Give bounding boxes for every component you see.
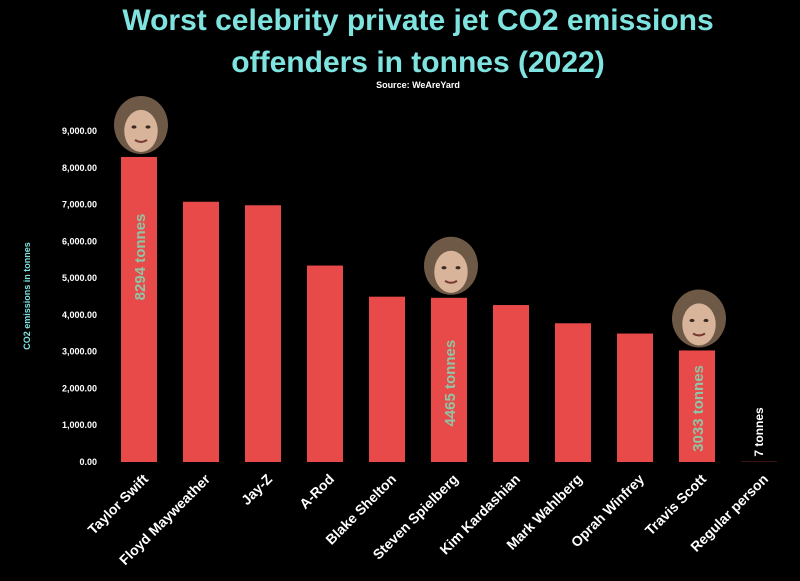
- y-tick-label: 2,000.00: [62, 383, 97, 393]
- chart-subtitle: Source: WeAreYard: [376, 80, 460, 90]
- data-label: 3033 tonnes: [690, 365, 707, 452]
- bar: [431, 297, 467, 462]
- y-tick-label: 9,000.00: [62, 126, 97, 136]
- y-tick-label: 0.00: [79, 457, 97, 467]
- bar: [555, 323, 591, 462]
- bar: [493, 305, 529, 462]
- x-tick-label: A-Rod: [296, 471, 337, 512]
- bar: [369, 296, 405, 462]
- bar: [307, 265, 343, 462]
- bar: [617, 333, 653, 462]
- data-label: 7 tonnes: [752, 407, 766, 457]
- x-tick-label: Taylor Swift: [84, 471, 151, 538]
- data-label: 4465 tonnes: [442, 340, 459, 427]
- portrait-photo-icon: [672, 289, 726, 348]
- bars-group: [121, 156, 777, 462]
- portraits-group: [114, 95, 726, 348]
- y-axis-ticks: 0.00 1,000.00 2,000.00 3,000.00 4,000.00 5,00…: [62, 126, 97, 467]
- x-tick-label: Jay-Z: [238, 470, 275, 507]
- y-tick-label: 6,000.00: [62, 236, 97, 246]
- y-tick-label: 7,000.00: [62, 200, 97, 210]
- y-tick-label: 5,000.00: [62, 273, 97, 283]
- x-tick-label: Travis Scott: [642, 471, 710, 539]
- bar: [245, 205, 281, 462]
- chart-title-line-2: offenders in tonnes (2022): [231, 46, 604, 79]
- portrait-photo-icon: [424, 236, 478, 295]
- y-tick-label: 4,000.00: [62, 310, 97, 320]
- bar: [679, 350, 715, 462]
- y-tick-label: 3,000.00: [62, 347, 97, 357]
- y-axis-label: CO2 emissions in tonnes: [22, 242, 32, 350]
- chart-title-line-1: Worst celebrity private jet CO2 emission…: [122, 4, 713, 37]
- y-tick-label: 8,000.00: [62, 163, 97, 173]
- portrait-photo-icon: [114, 95, 168, 154]
- data-labels-group: 8294 tonnes 4465 tonnes 3033 tonnes 7 tonne…: [132, 214, 766, 457]
- bar: [183, 201, 219, 462]
- data-label: 8294 tonnes: [132, 214, 149, 301]
- bar: [121, 156, 157, 462]
- y-tick-label: 1,000.00: [62, 420, 97, 430]
